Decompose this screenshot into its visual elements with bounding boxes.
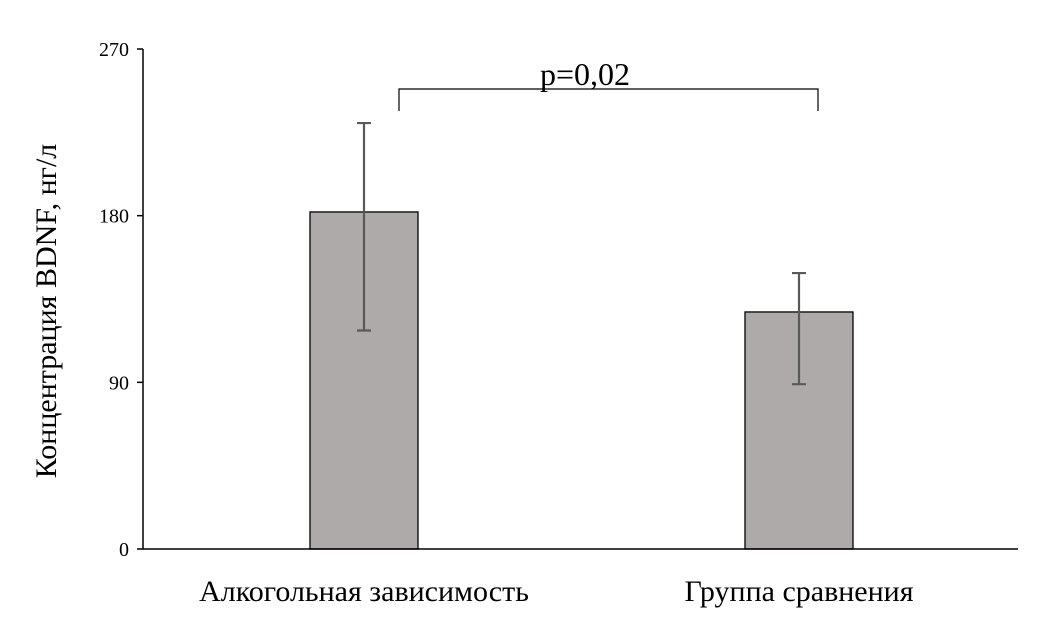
error-bars: [357, 121, 806, 386]
y-axis-title: Концентрация BDNF, нг/л: [30, 144, 63, 479]
error-bar: [357, 121, 371, 332]
bars: [309, 211, 854, 550]
error-bar: [792, 271, 806, 386]
y-tick-label: 270: [99, 39, 129, 61]
x-category-label: Алкогольная зависимость: [199, 575, 529, 608]
significance-p-value: p=0,02: [540, 56, 630, 92]
y-tick-label: 90: [109, 372, 129, 394]
y-tick-label: 180: [99, 206, 129, 228]
y-tick-label: 0: [119, 539, 129, 561]
significance-bracket: [398, 88, 819, 111]
x-axis-category-labels: Алкогольная зависимость Группа сравнения: [199, 575, 914, 608]
y-axis-ticks: 0 90 180 270: [99, 39, 143, 561]
x-category-label: Группа сравнения: [684, 575, 913, 608]
